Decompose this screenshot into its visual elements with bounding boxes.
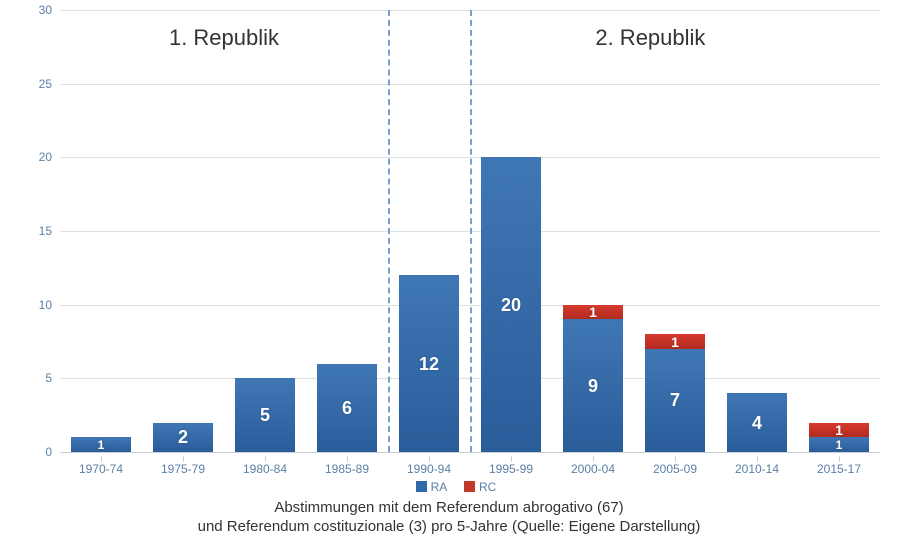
bar-segment-rc: 1	[809, 423, 868, 438]
bar-segment-ra: 4	[727, 393, 786, 452]
x-tick-label: 1995-99	[470, 462, 552, 476]
legend-swatch-rc	[464, 481, 475, 492]
bar: 12	[399, 275, 458, 452]
bar: 19	[563, 305, 622, 452]
x-tick-label: 2000-04	[552, 462, 634, 476]
x-tick-label: 1975-79	[142, 462, 224, 476]
x-tick-label: 2005-09	[634, 462, 716, 476]
bar-value-ra: 6	[342, 399, 352, 417]
y-tick-label: 25	[39, 77, 60, 91]
bar-value-ra: 2	[178, 428, 188, 446]
y-tick-label: 5	[45, 371, 60, 385]
phase-divider	[388, 10, 390, 452]
phase-divider	[470, 10, 472, 452]
annotation: 1. Republik	[169, 25, 279, 51]
bar: 11	[809, 423, 868, 452]
bar: 5	[235, 378, 294, 452]
bar: 4	[727, 393, 786, 452]
bar: 20	[481, 157, 540, 452]
bar-value-rc: 1	[835, 423, 843, 437]
y-tick-label: 0	[45, 445, 60, 459]
bar-segment-ra: 6	[317, 364, 376, 452]
bar-value-ra: 9	[588, 377, 598, 395]
x-tick-label: 2010-14	[716, 462, 798, 476]
y-tick-label: 30	[39, 3, 60, 17]
bar: 17	[645, 334, 704, 452]
x-tick-label: 1970-74	[60, 462, 142, 476]
y-tick-label: 15	[39, 224, 60, 238]
bar-value-rc: 1	[671, 335, 679, 349]
annotation: 2. Republik	[595, 25, 705, 51]
bar-segment-ra: 9	[563, 319, 622, 452]
bar-value-ra: 5	[260, 406, 270, 424]
bar-segment-ra: 12	[399, 275, 458, 452]
bar-value-ra: 7	[670, 391, 680, 409]
bar-segment-ra: 20	[481, 157, 540, 452]
legend-swatch-ra	[416, 481, 427, 492]
legend-label-ra: RA	[431, 480, 447, 494]
caption-line-1: Abstimmungen mit dem Referendum abrogati…	[0, 498, 898, 518]
bar: 2	[153, 423, 212, 452]
bar-segment-ra: 1	[71, 437, 130, 452]
bar-value-ra: 1	[98, 439, 105, 451]
bar-value-ra: 4	[752, 414, 762, 432]
x-tick-label: 1990-94	[388, 462, 470, 476]
gridline	[60, 452, 880, 453]
bar-value-ra: 20	[501, 296, 521, 314]
y-tick-label: 20	[39, 150, 60, 164]
legend-label-rc: RC	[479, 480, 496, 494]
y-tick-label: 10	[39, 298, 60, 312]
bar-value-rc: 1	[589, 305, 597, 319]
bar-segment-rc: 1	[563, 305, 622, 320]
chart-plot-area: 05101520253011970-7421975-7951980-846198…	[60, 10, 880, 452]
x-tick-label: 2015-17	[798, 462, 880, 476]
bar-segment-rc: 1	[645, 334, 704, 349]
x-tick-label: 1980-84	[224, 462, 306, 476]
bar-segment-ra: 2	[153, 423, 212, 452]
x-tick-label: 1985-89	[306, 462, 388, 476]
bar-segment-ra: 1	[809, 437, 868, 452]
bar: 1	[71, 437, 130, 452]
caption-line-2: und Referendum costituzionale (3) pro 5-…	[0, 517, 898, 537]
bar-segment-ra: 5	[235, 378, 294, 452]
bar: 6	[317, 364, 376, 452]
bar-value-ra: 12	[419, 355, 439, 373]
bar-segment-ra: 7	[645, 349, 704, 452]
legend: RA RC	[0, 480, 898, 494]
bar-value-ra: 1	[836, 439, 843, 451]
